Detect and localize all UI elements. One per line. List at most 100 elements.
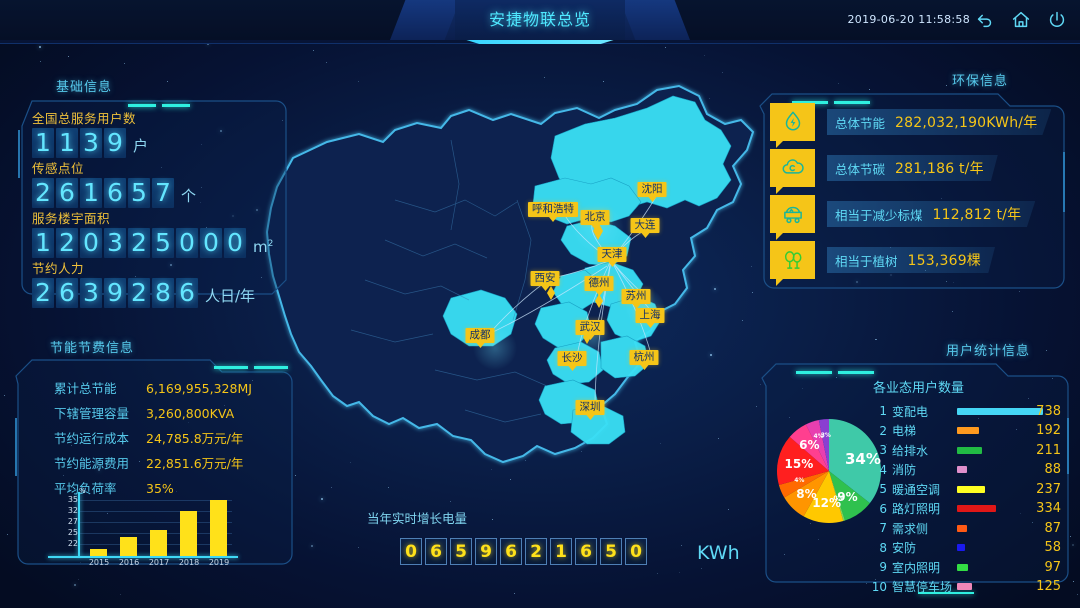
- bar-chart-bar: [210, 500, 227, 556]
- map-city-label[interactable]: 德州: [585, 276, 614, 291]
- back-icon[interactable]: [974, 9, 996, 31]
- digit-cell: 3: [80, 278, 102, 308]
- map-city-label[interactable]: 沈阳: [638, 182, 667, 197]
- counter-label: 当年实时增长电量: [367, 508, 467, 527]
- saving-info-row: 节约运行成本 24,785.8万元/年: [54, 428, 243, 447]
- digit-cell: 1: [56, 128, 78, 158]
- user-stats-row[interactable]: 3 给排水 211: [871, 440, 1061, 460]
- env-info-value: 112,812 t/年: [933, 204, 1022, 224]
- header-underline: [460, 40, 620, 44]
- map-city-label[interactable]: 北京: [581, 210, 610, 225]
- china-map[interactable]: 沈阳呼和浩特 北京大连 天津西安 德州 苏州上海成都 武汉长沙 杭州深圳: [255, 80, 775, 480]
- saving-info-label: 下辖管理容量: [54, 403, 146, 422]
- user-stats-row[interactable]: 10 智慧停车场 125: [871, 577, 1061, 597]
- user-stats-value: 192: [1036, 423, 1061, 438]
- map-city-label[interactable]: 杭州: [630, 350, 659, 365]
- bar-chart-y-unit: %: [79, 487, 86, 495]
- saving-info-value: 6,169,955,328MJ: [146, 381, 252, 396]
- map-city-label[interactable]: 武汉: [576, 320, 605, 335]
- power-icon[interactable]: [1046, 9, 1068, 31]
- counter-digit: 1: [550, 538, 572, 565]
- digit-cell: 3: [80, 128, 102, 158]
- saving-info-value: 3,260,800KVA: [146, 406, 234, 421]
- bar-chart-x-tick: 2018: [174, 558, 204, 567]
- bar-chart-bar: [180, 511, 197, 556]
- map-city-label[interactable]: 苏州: [622, 289, 651, 304]
- page-title: 安捷物联总览: [455, 0, 625, 40]
- env-info-panel: 总体节能 282,032,190KWh/年 总体节碳 281,186 t/年 相当于减少…: [760, 96, 1065, 296]
- map-city-label[interactable]: 成都: [466, 328, 495, 343]
- user-stats-value: 97: [1044, 560, 1061, 575]
- home-icon[interactable]: [1010, 9, 1032, 31]
- user-stats-value: 334: [1036, 501, 1061, 516]
- user-stats-index: 7: [871, 521, 887, 535]
- user-stats-name: 暖通空调: [892, 481, 940, 498]
- user-stats-bar: [957, 408, 1043, 415]
- env-info-row: 总体节能 282,032,190KWh/年: [770, 102, 1051, 142]
- map-city-label[interactable]: 呼和浩特: [528, 202, 578, 217]
- counter-digit: 5: [600, 538, 622, 565]
- env-info-row: 相当于植树 153,369棵: [770, 240, 995, 280]
- user-stats-value: 88: [1044, 462, 1061, 477]
- bar-chart-bar: [90, 549, 107, 557]
- user-stats-row[interactable]: 8 安防 58: [871, 538, 1061, 558]
- saving-info-row: 节约能源费用 22,851.6万元/年: [54, 453, 243, 472]
- user-stats-value: 87: [1044, 521, 1061, 536]
- user-stats-row[interactable]: 9 室内照明 97: [871, 557, 1061, 577]
- basic-info-label: 全国总服务用户数: [32, 108, 148, 127]
- map-city-label[interactable]: 大连: [631, 218, 660, 233]
- dashboard-root: 安捷物联总览 2019-06-20 11:58:58: [0, 0, 1080, 608]
- user-stats-index: 2: [871, 424, 887, 438]
- user-stats-value: 211: [1036, 443, 1061, 458]
- saving-info-label: 节约运行成本: [54, 428, 146, 447]
- realtime-counter: 0659621650: [400, 538, 647, 565]
- user-stats-index: 3: [871, 443, 887, 457]
- digit-cell: 5: [152, 228, 174, 258]
- basic-info-unit: 人日/年: [205, 285, 255, 308]
- user-stats-index: 4: [871, 463, 887, 477]
- counter-digit: 0: [400, 538, 422, 565]
- digit-cell: 0: [200, 228, 222, 258]
- bar-chart-x-tick: 2019: [204, 558, 234, 567]
- user-stats-index: 1: [871, 404, 887, 418]
- basic-info-label: 服务楼宇面积: [32, 208, 273, 227]
- co2-cloud-icon: [770, 149, 815, 187]
- basic-info-label: 节约人力: [32, 258, 255, 277]
- env-info-title: 环保信息: [952, 70, 1008, 89]
- digit-cell: 1: [32, 128, 54, 158]
- basic-info-row: 服务楼宇面积 1 2 0 3 2 5 0 0 0 m2: [32, 208, 273, 258]
- digit-cell: 1: [32, 228, 54, 258]
- digit-cell: 1: [80, 178, 102, 208]
- user-stats-row[interactable]: 6 路灯照明 334: [871, 499, 1061, 519]
- user-stats-bar: [957, 505, 996, 512]
- user-stats-row[interactable]: 5 暖通空调 237: [871, 479, 1061, 499]
- user-stats-index: 9: [871, 560, 887, 574]
- env-info-textwrap: 相当于植树 153,369棵: [827, 247, 995, 273]
- user-stats-row[interactable]: 4 消防 88: [871, 460, 1061, 480]
- map-city-label[interactable]: 天津: [598, 247, 627, 262]
- digit-cell: 5: [128, 178, 150, 208]
- user-stats-bar: [957, 486, 985, 493]
- user-stats-bar: [957, 427, 979, 434]
- env-info-name: 相当于减少标煤: [835, 205, 923, 224]
- map-city-label[interactable]: 上海: [636, 308, 665, 323]
- saving-info-label: 节约能源费用: [54, 453, 146, 472]
- business-type-pie-chart[interactable]: 34% 9% 0% 12% 8% 4% 15% 6% 4% 3%: [775, 417, 883, 525]
- basic-info-unit: m2: [253, 238, 273, 258]
- digit-cell: 2: [32, 178, 54, 208]
- user-stats-bar: [957, 466, 967, 473]
- counter-digit: 6: [500, 538, 522, 565]
- user-stats-panel: 各业态用户数量 34% 9% 0% 12% 8% 4% 15% 6% 4% 3% 1 变配电 738 2…: [763, 365, 1065, 601]
- bar-chart-y-tick: 22: [68, 540, 78, 548]
- user-stats-row[interactable]: 7 需求侧 87: [871, 518, 1061, 538]
- map-city-label[interactable]: 长沙: [558, 351, 587, 366]
- saving-info-value: 22,851.6万元/年: [146, 453, 243, 472]
- env-info-textwrap: 总体节能 282,032,190KWh/年: [827, 109, 1051, 135]
- basic-info-unit: 户: [133, 135, 148, 158]
- user-stats-row[interactable]: 2 电梯 192: [871, 421, 1061, 441]
- user-stats-name: 路灯照明: [892, 500, 940, 517]
- map-city-label[interactable]: 西安: [531, 271, 560, 286]
- map-city-label[interactable]: 深圳: [576, 400, 605, 415]
- user-stats-row[interactable]: 1 变配电 738: [871, 401, 1061, 421]
- digit-cell: 0: [224, 228, 246, 258]
